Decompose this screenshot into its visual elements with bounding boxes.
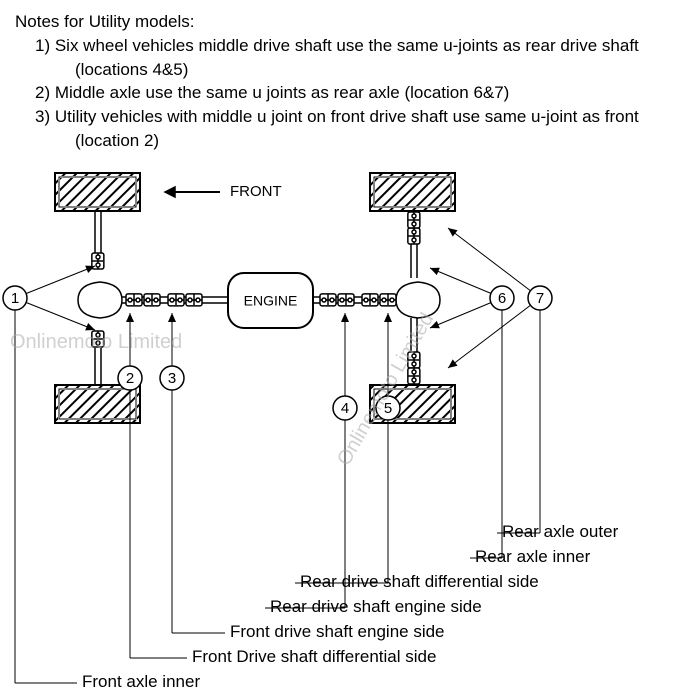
note-3: 3) Utility vehicles with middle u joint … (15, 105, 685, 153)
svg-text:ENGINE: ENGINE (244, 292, 298, 308)
callout-label-7: Rear axle outer (502, 522, 618, 542)
note-1: 1) Six wheel vehicles middle drive shaft… (15, 34, 685, 82)
front-direction-label: FRONT (230, 183, 282, 200)
note-2: 2) Middle axle use the same u joints as … (15, 81, 685, 105)
callout-label-1: Front axle inner (82, 672, 200, 692)
callout-label-5: Rear drive shaft differential side (300, 572, 539, 592)
drivetrain-diagram: ENGINE1234567 Onlinemoto Limited Onlinem… (0, 158, 700, 698)
svg-text:7: 7 (536, 290, 544, 307)
notes-title: Notes for Utility models: (15, 10, 685, 34)
svg-text:3: 3 (168, 370, 176, 387)
callout-label-2: Front Drive shaft differential side (192, 647, 436, 667)
callout-label-3: Front drive shaft engine side (230, 622, 445, 642)
svg-text:6: 6 (498, 290, 506, 307)
svg-text:2: 2 (126, 370, 134, 387)
notes-block: Notes for Utility models: 1) Six wheel v… (0, 0, 700, 158)
callout-label-6: Rear axle inner (475, 547, 590, 567)
svg-text:1: 1 (11, 290, 19, 307)
svg-text:5: 5 (384, 400, 392, 417)
callout-label-4: Rear drive shaft engine side (270, 597, 482, 617)
svg-text:4: 4 (341, 400, 349, 417)
